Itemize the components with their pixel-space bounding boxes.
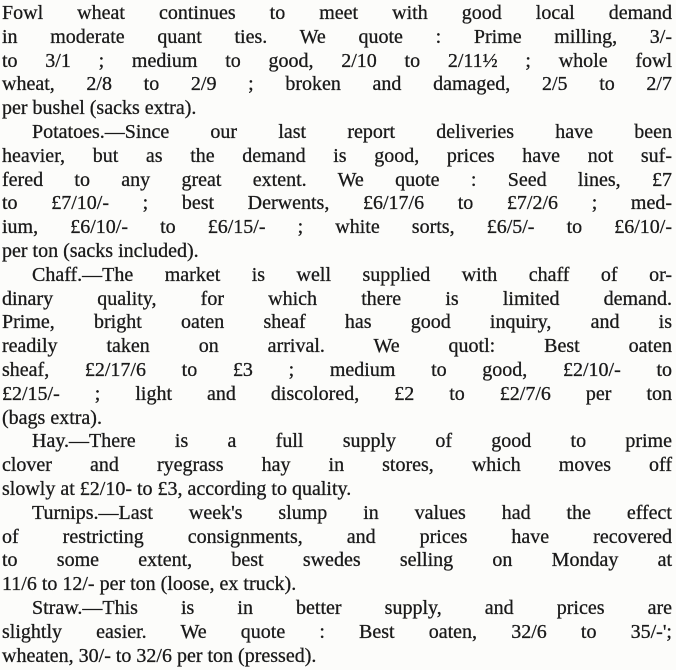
- text-line: (bags extra).: [2, 406, 102, 429]
- text-line: slightly easier. We quote : Best oaten, …: [2, 620, 672, 643]
- text-line: clover and ryegrass hay in stores, which…: [2, 454, 672, 477]
- text-line: to 3/1 ; medium to good, 2/10 to 2/11½ ;…: [2, 49, 672, 72]
- text-line: wheaten, 30/- to 32/6 per ton (pressed).: [2, 644, 317, 667]
- text-line: Straw.—This is in better supply, and pri…: [32, 596, 672, 619]
- text-line: ium, £6/10/- to £6/15/- ; white sorts, £…: [2, 216, 672, 239]
- text-line: to some extent, best swedes selling on M…: [2, 549, 672, 572]
- text-line: sheaf, £2/17/6 to £3 ; medium to good, £…: [2, 358, 672, 381]
- paragraph-fowl-wheat: Fowl wheat continues to meet with good l…: [2, 2, 672, 121]
- paragraph-turnips: Turnips.—Last week's slump in values had…: [2, 502, 672, 597]
- paragraph-straw: Straw.—This is in better supply, and pri…: [2, 597, 672, 668]
- text-line: Turnips.—Last week's slump in values had…: [32, 501, 672, 524]
- text-line: Hay.—There is a full supply of good to p…: [32, 430, 672, 453]
- text-line: per ton (sacks included).: [2, 239, 199, 262]
- paragraph-hay: Hay.—There is a full supply of good to p…: [2, 430, 672, 501]
- text-line: dinary quality, for which there is limit…: [2, 287, 672, 310]
- text-line: to £7/10/- ; best Derwents, £6/17/6 to £…: [2, 192, 672, 215]
- text-line: fered to any great extent. We quote : Se…: [2, 168, 672, 191]
- text-line: per bushel (sacks extra).: [2, 97, 197, 120]
- paragraph-chaff: Chaff.—The market is well supplied with …: [2, 264, 672, 431]
- text-line: Potatoes.—Since our last report deliveri…: [32, 120, 672, 143]
- paragraph-potatoes: Potatoes.—Since our last report deliveri…: [2, 121, 672, 264]
- text-line: of restricting consignments, and prices …: [2, 525, 672, 548]
- text-line: Chaff.—The market is well supplied with …: [32, 263, 672, 286]
- text-line: Fowl wheat continues to meet with good l…: [2, 2, 672, 24]
- text-line: wheat, 2/8 to 2/9 ; broken and damaged, …: [2, 73, 672, 96]
- text-line: Prime, bright oaten sheaf has good inqui…: [2, 311, 672, 334]
- text-line: readily taken on arrival. We quotl: Best…: [2, 335, 672, 358]
- text-line: slowly at £2/10- to £3, according to qua…: [2, 477, 352, 500]
- text-line: £2/15/- ; light and discolored, £2 to £2…: [2, 382, 672, 405]
- text-line: in moderate quant ties. We quote : Prime…: [2, 25, 672, 48]
- text-line: heavier, but as the demand is good, pric…: [2, 144, 672, 167]
- text-line: 11/6 to 12/- per ton (loose, ex truck).: [2, 573, 297, 596]
